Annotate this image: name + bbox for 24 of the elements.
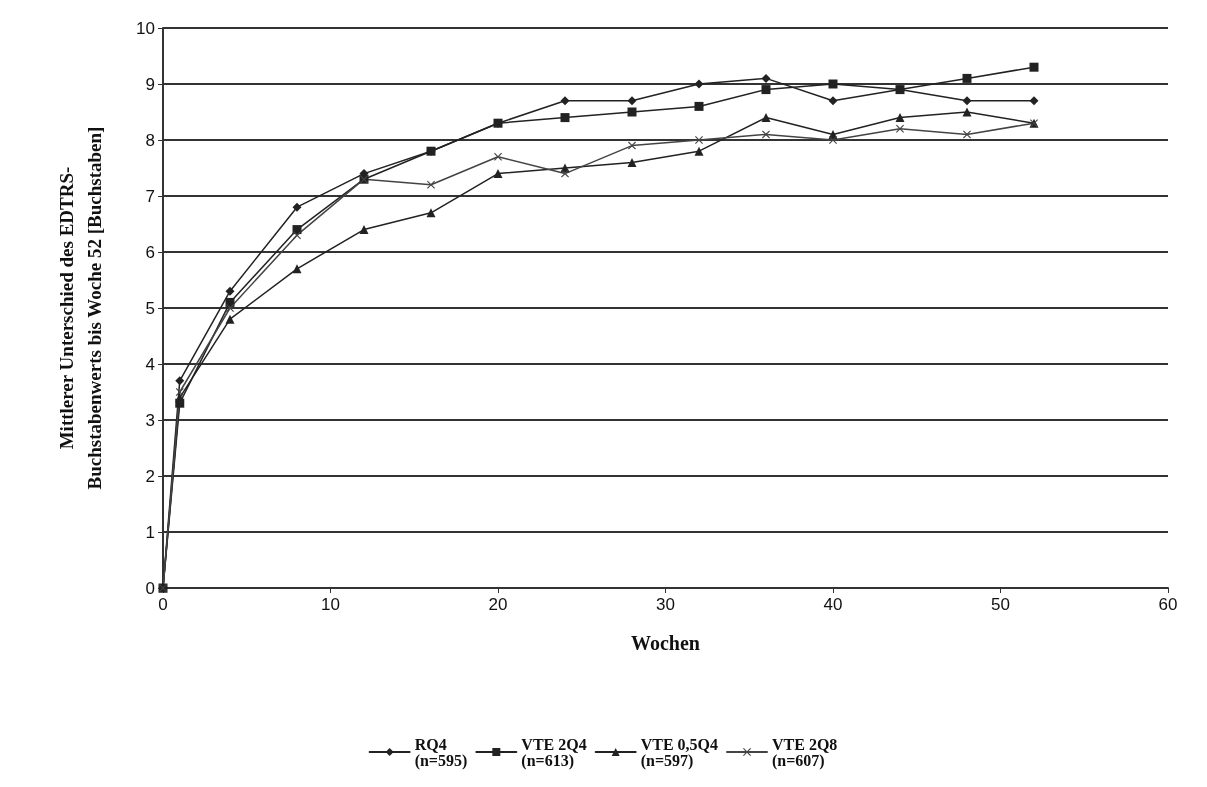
y-tick-label: 2 bbox=[145, 466, 155, 486]
x-tick-label: 30 bbox=[656, 595, 675, 614]
y-tick-label: 6 bbox=[145, 242, 155, 262]
x-tick-label: 60 bbox=[1158, 595, 1178, 614]
y-tick-label: 9 bbox=[145, 74, 155, 94]
x-tick-label: 10 bbox=[321, 595, 340, 614]
y-tick-label: 7 bbox=[145, 186, 155, 206]
y-tick-label: 1 bbox=[145, 522, 155, 542]
x-axis-title: Wochen bbox=[631, 632, 700, 654]
legend-label: RQ4 (n=595) bbox=[414, 735, 468, 770]
legend-label: VTE 0,5Q4 (n=597) bbox=[640, 735, 719, 770]
x-tick-label: 20 bbox=[488, 595, 508, 614]
y-axis-title: Mittlerer Unterschied des EDTRS- Buchstabenwerts bis Woche 52 [Buchstaben] bbox=[55, 126, 105, 490]
legend-label: VTE 2Q4 (n=613) bbox=[521, 735, 587, 770]
y-tick-label: 10 bbox=[136, 18, 155, 38]
y-tick-label: 5 bbox=[145, 298, 155, 318]
y-tick-label: 4 bbox=[145, 354, 155, 374]
y-tick-label: 3 bbox=[145, 410, 155, 430]
legend-label: VTE 2Q8 (n=607) bbox=[772, 735, 838, 770]
x-tick-label: 50 bbox=[991, 595, 1010, 614]
y-tick-label: 8 bbox=[145, 130, 155, 150]
x-tick-label: 0 bbox=[158, 595, 168, 614]
x-tick-label: 40 bbox=[823, 595, 843, 614]
y-tick-label: 0 bbox=[145, 578, 155, 598]
